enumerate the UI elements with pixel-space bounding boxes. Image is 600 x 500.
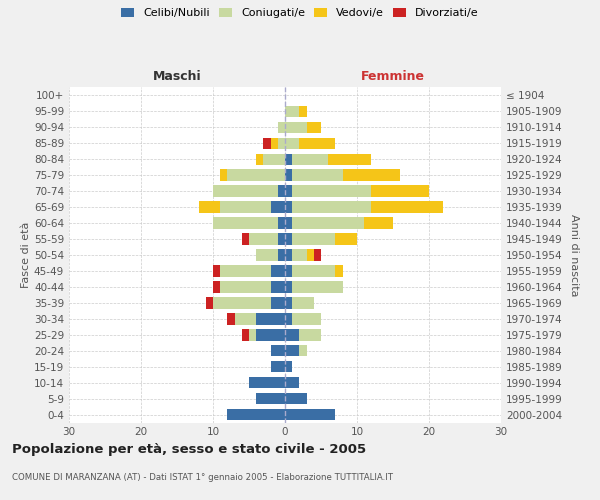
Bar <box>271 265 285 276</box>
Bar <box>292 218 364 229</box>
Bar <box>263 154 285 165</box>
Bar <box>213 281 220 292</box>
Bar <box>285 313 292 324</box>
Bar <box>278 186 285 197</box>
Bar <box>227 170 285 181</box>
Bar <box>271 202 285 213</box>
Text: COMUNE DI MARANZANA (AT) - Dati ISTAT 1° gennaio 2005 - Elaborazione TUTTITALIA.: COMUNE DI MARANZANA (AT) - Dati ISTAT 1°… <box>12 472 393 482</box>
Bar <box>220 265 271 276</box>
Bar <box>285 377 299 388</box>
Bar <box>285 218 292 229</box>
Bar <box>242 329 249 340</box>
Y-axis label: Fasce di età: Fasce di età <box>21 222 31 288</box>
Bar <box>278 138 285 149</box>
Bar <box>278 234 285 245</box>
Bar <box>249 329 256 340</box>
Legend: Celibi/Nubili, Coniugati/e, Vedovi/e, Divorziati/e: Celibi/Nubili, Coniugati/e, Vedovi/e, Di… <box>119 6 481 20</box>
Bar <box>285 361 292 372</box>
Bar <box>292 202 371 213</box>
Bar <box>285 329 299 340</box>
Bar <box>249 234 278 245</box>
Bar <box>307 122 321 133</box>
Bar <box>227 409 285 420</box>
Bar <box>292 313 321 324</box>
Bar <box>285 393 307 404</box>
Bar <box>292 297 314 308</box>
Bar <box>256 393 285 404</box>
Bar <box>299 345 307 356</box>
Bar <box>292 281 343 292</box>
Bar <box>292 250 307 260</box>
Bar <box>299 329 321 340</box>
Bar <box>285 106 299 117</box>
Bar <box>227 313 235 324</box>
Bar <box>285 154 292 165</box>
Bar <box>307 250 314 260</box>
Bar <box>314 250 321 260</box>
Bar <box>285 234 292 245</box>
Bar <box>335 234 357 245</box>
Bar <box>371 186 429 197</box>
Bar <box>299 106 307 117</box>
Bar <box>285 250 292 260</box>
Bar <box>256 313 285 324</box>
Bar <box>285 409 335 420</box>
Bar <box>213 265 220 276</box>
Bar <box>220 170 227 181</box>
Bar <box>249 377 285 388</box>
Bar <box>278 218 285 229</box>
Bar <box>256 329 285 340</box>
Bar <box>271 138 278 149</box>
Bar <box>285 297 292 308</box>
Bar <box>271 361 285 372</box>
Bar <box>278 250 285 260</box>
Text: Popolazione per età, sesso e stato civile - 2005: Popolazione per età, sesso e stato civil… <box>12 442 366 456</box>
Bar <box>220 202 271 213</box>
Bar <box>343 170 400 181</box>
Bar <box>371 202 443 213</box>
Y-axis label: Anni di nascita: Anni di nascita <box>569 214 579 296</box>
Bar <box>285 138 299 149</box>
Text: Maschi: Maschi <box>152 70 202 82</box>
Bar <box>328 154 371 165</box>
Bar <box>285 281 292 292</box>
Bar <box>271 281 285 292</box>
Bar <box>235 313 256 324</box>
Text: Femmine: Femmine <box>361 70 425 82</box>
Bar <box>299 138 335 149</box>
Bar <box>285 345 299 356</box>
Bar <box>213 186 278 197</box>
Bar <box>285 170 292 181</box>
Bar <box>364 218 393 229</box>
Bar <box>256 154 263 165</box>
Bar <box>199 202 220 213</box>
Bar <box>256 250 278 260</box>
Bar <box>285 202 292 213</box>
Bar <box>285 265 292 276</box>
Bar <box>213 297 271 308</box>
Bar <box>285 186 292 197</box>
Bar <box>292 170 343 181</box>
Bar <box>292 186 371 197</box>
Bar <box>335 265 343 276</box>
Bar <box>271 297 285 308</box>
Bar <box>213 218 278 229</box>
Bar <box>285 122 307 133</box>
Bar <box>242 234 249 245</box>
Bar <box>220 281 271 292</box>
Bar <box>271 345 285 356</box>
Bar <box>292 234 335 245</box>
Bar <box>292 154 328 165</box>
Bar <box>292 265 335 276</box>
Bar <box>263 138 271 149</box>
Bar <box>278 122 285 133</box>
Bar <box>206 297 213 308</box>
